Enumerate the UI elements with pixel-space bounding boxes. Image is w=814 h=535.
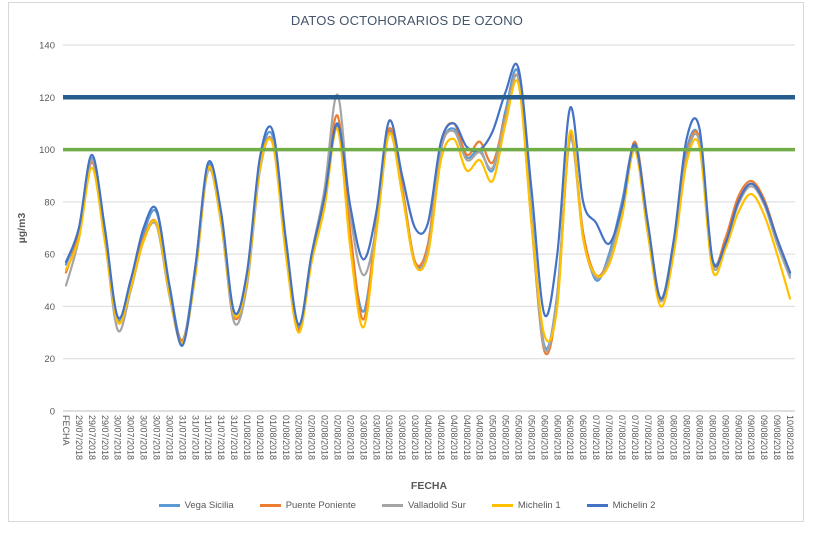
x-tick-label: 06/08/2018 bbox=[565, 415, 575, 460]
x-tick-label: 09/08/2018 bbox=[733, 415, 743, 460]
legend-swatch-vega-sicilia bbox=[158, 504, 180, 507]
x-tick-label: 05/08/2018 bbox=[514, 415, 524, 460]
x-tick-label: 03/08/2018 bbox=[358, 415, 368, 460]
x-tick-label: 31/07/2018 bbox=[177, 415, 187, 460]
x-tick-label: 30/07/2018 bbox=[113, 415, 123, 460]
x-tick-label: 02/08/2018 bbox=[345, 415, 355, 460]
x-tick-label: 30/07/2018 bbox=[152, 415, 162, 460]
x-tick-label: 01/08/2018 bbox=[268, 415, 278, 460]
legend-label-valladolid-sur: Valladolid Sur bbox=[407, 500, 466, 511]
x-tick-label: 03/08/2018 bbox=[397, 415, 407, 460]
legend-label-michelin-2: Michelin 2 bbox=[612, 500, 656, 511]
x-tick-label: 03/08/2018 bbox=[384, 415, 394, 460]
y-tick-label: 100 bbox=[39, 145, 55, 156]
legend-item-puente-poniente: Puente Poniente bbox=[259, 500, 356, 511]
x-tick-label: 30/07/2018 bbox=[164, 415, 174, 460]
x-tick-label: 29/07/2018 bbox=[74, 415, 84, 460]
x-tick-label: 07/08/2018 bbox=[630, 415, 640, 460]
x-tick-label: 07/08/2018 bbox=[617, 415, 627, 460]
x-tick-label: 06/08/2018 bbox=[539, 415, 549, 460]
x-tick-label: 09/08/2018 bbox=[720, 415, 730, 460]
legend-label-vega-sicilia: Vega Sicilia bbox=[184, 500, 234, 511]
legend-swatch-puente-poniente bbox=[259, 504, 281, 507]
legend-item-vega-sicilia: Vega Sicilia bbox=[158, 500, 234, 511]
legend-label-michelin-1: Michelin 1 bbox=[517, 500, 561, 511]
x-tick-label: 29/07/2018 bbox=[100, 415, 110, 460]
x-tick-label: 05/08/2018 bbox=[501, 415, 511, 460]
legend-label-puente-poniente: Puente Poniente bbox=[285, 500, 356, 511]
x-tick-label: 07/08/2018 bbox=[643, 415, 653, 460]
x-tick-label: 01/08/2018 bbox=[281, 415, 291, 460]
x-tick-label: 31/07/2018 bbox=[190, 415, 200, 460]
x-tick-label: 09/08/2018 bbox=[772, 415, 782, 460]
y-tick-label: 80 bbox=[44, 197, 55, 208]
legend-swatch-valladolid-sur bbox=[381, 504, 403, 507]
y-tick-label: 60 bbox=[44, 250, 55, 261]
x-tick-label: 10/08/2018 bbox=[785, 415, 795, 460]
x-tick-label: 31/07/2018 bbox=[216, 415, 226, 460]
x-tick-label: 31/07/2018 bbox=[229, 415, 239, 460]
x-tick-label: 30/07/2018 bbox=[139, 415, 149, 460]
x-tick-label: 03/08/2018 bbox=[410, 415, 420, 460]
x-tick-label: 06/08/2018 bbox=[578, 415, 588, 460]
x-tick-label: 04/08/2018 bbox=[436, 415, 446, 460]
x-tick-label: 06/08/2018 bbox=[552, 415, 562, 460]
x-tick-label: 30/07/2018 bbox=[126, 415, 136, 460]
x-tick-label: 03/08/2018 bbox=[371, 415, 381, 460]
x-tick-label: 02/08/2018 bbox=[307, 415, 317, 460]
x-tick-label: FECHA bbox=[61, 415, 71, 446]
x-tick-label: 08/08/2018 bbox=[695, 415, 705, 460]
series-line-michelin-1 bbox=[64, 79, 792, 345]
legend-item-valladolid-sur: Valladolid Sur bbox=[381, 500, 466, 511]
x-tick-label: 09/08/2018 bbox=[746, 415, 756, 460]
legend-item-michelin-2: Michelin 2 bbox=[586, 500, 656, 511]
x-tick-label: 07/08/2018 bbox=[591, 415, 601, 460]
legend-item-michelin-1: Michelin 1 bbox=[491, 500, 561, 511]
y-tick-label: 140 bbox=[39, 41, 55, 52]
x-tick-label: 01/08/2018 bbox=[242, 415, 252, 460]
y-axis-title: µg/m3 bbox=[16, 212, 28, 244]
y-tick-label: 20 bbox=[44, 354, 55, 365]
x-tick-label: 09/08/2018 bbox=[759, 415, 769, 460]
x-tick-label: 02/08/2018 bbox=[333, 415, 343, 460]
x-tick-label: 04/08/2018 bbox=[449, 415, 459, 460]
x-tick-label: 05/08/2018 bbox=[488, 415, 498, 460]
y-tick-label: 40 bbox=[44, 302, 55, 313]
x-tick-label: 07/08/2018 bbox=[604, 415, 614, 460]
x-tick-label: 04/08/2018 bbox=[475, 415, 485, 460]
y-tick-label: 0 bbox=[50, 407, 55, 418]
x-tick-label: 04/08/2018 bbox=[462, 415, 472, 460]
x-axis-title: FECHA bbox=[410, 480, 448, 492]
x-tick-label: 08/08/2018 bbox=[656, 415, 666, 460]
legend-swatch-michelin-2 bbox=[586, 504, 608, 507]
x-tick-label: 04/08/2018 bbox=[423, 415, 433, 460]
y-tick-label: 120 bbox=[39, 93, 55, 104]
series-line-michelin-2 bbox=[64, 62, 792, 347]
x-tick-label: 31/07/2018 bbox=[203, 415, 213, 460]
x-tick-label: 29/07/2018 bbox=[87, 415, 97, 460]
legend: Vega Sicilia Puente Poniente Valladolid Su… bbox=[0, 500, 814, 511]
x-tick-label: 08/08/2018 bbox=[669, 415, 679, 460]
x-tick-label: 02/08/2018 bbox=[320, 415, 330, 460]
chart-title: DATOS OCTOHORARIOS DE OZONO bbox=[290, 13, 524, 28]
x-tick-label: 02/08/2018 bbox=[294, 415, 304, 460]
x-tick-label: 08/08/2018 bbox=[682, 415, 692, 460]
legend-swatch-michelin-1 bbox=[491, 504, 513, 507]
x-tick-label: 01/08/2018 bbox=[255, 415, 265, 460]
x-tick-label: 08/08/2018 bbox=[707, 415, 717, 460]
x-tick-label: 05/08/2018 bbox=[526, 415, 536, 460]
